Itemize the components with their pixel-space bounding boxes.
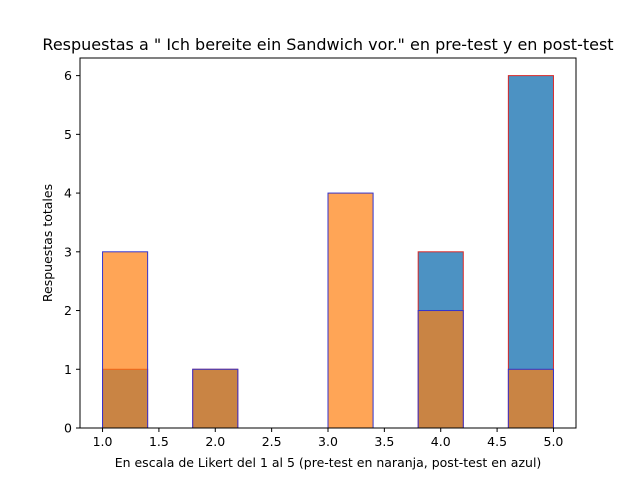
- x-axis-ticks: 1.0 1.5 2.0 2.5 3.0 3.5 4.0 4.5 5.0: [93, 428, 564, 449]
- bar-series-1-bin-0: [102, 251, 149, 429]
- y-tick-label: 1: [64, 362, 72, 377]
- x-tick-label: 2.0: [205, 434, 225, 449]
- y-axis-ticks: 0 1 2 3 4 5 6: [64, 68, 80, 436]
- y-tick-label: 2: [64, 303, 72, 318]
- y-axis-label: Respuestas totales: [40, 184, 55, 302]
- bar-series-1-bin-5: [327, 192, 374, 429]
- x-tick-label: 5.0: [544, 434, 564, 449]
- bars-layer: [102, 75, 554, 429]
- y-tick-label: 4: [64, 186, 72, 201]
- chart-title: Respuestas a " Ich bereite ein Sandwich …: [42, 35, 613, 54]
- x-tick-label: 1.5: [149, 434, 169, 449]
- x-tick-label: 4.0: [431, 434, 451, 449]
- y-tick-label: 3: [64, 244, 72, 259]
- y-tick-label: 0: [64, 421, 72, 436]
- x-tick-label: 3.5: [374, 434, 394, 449]
- bar-series-1-bin-2: [192, 368, 239, 429]
- x-axis-label: En escala de Likert del 1 al 5 (pre-test…: [115, 455, 542, 470]
- y-tick-label: 6: [64, 68, 72, 83]
- x-tick-label: 2.5: [262, 434, 282, 449]
- y-tick-label: 5: [64, 127, 72, 142]
- x-tick-label: 1.0: [93, 434, 113, 449]
- bar-series-1-bin-9: [507, 368, 554, 429]
- x-tick-label: 4.5: [487, 434, 507, 449]
- bar-series-1-bin-7: [417, 310, 464, 429]
- x-tick-label: 3.0: [318, 434, 338, 449]
